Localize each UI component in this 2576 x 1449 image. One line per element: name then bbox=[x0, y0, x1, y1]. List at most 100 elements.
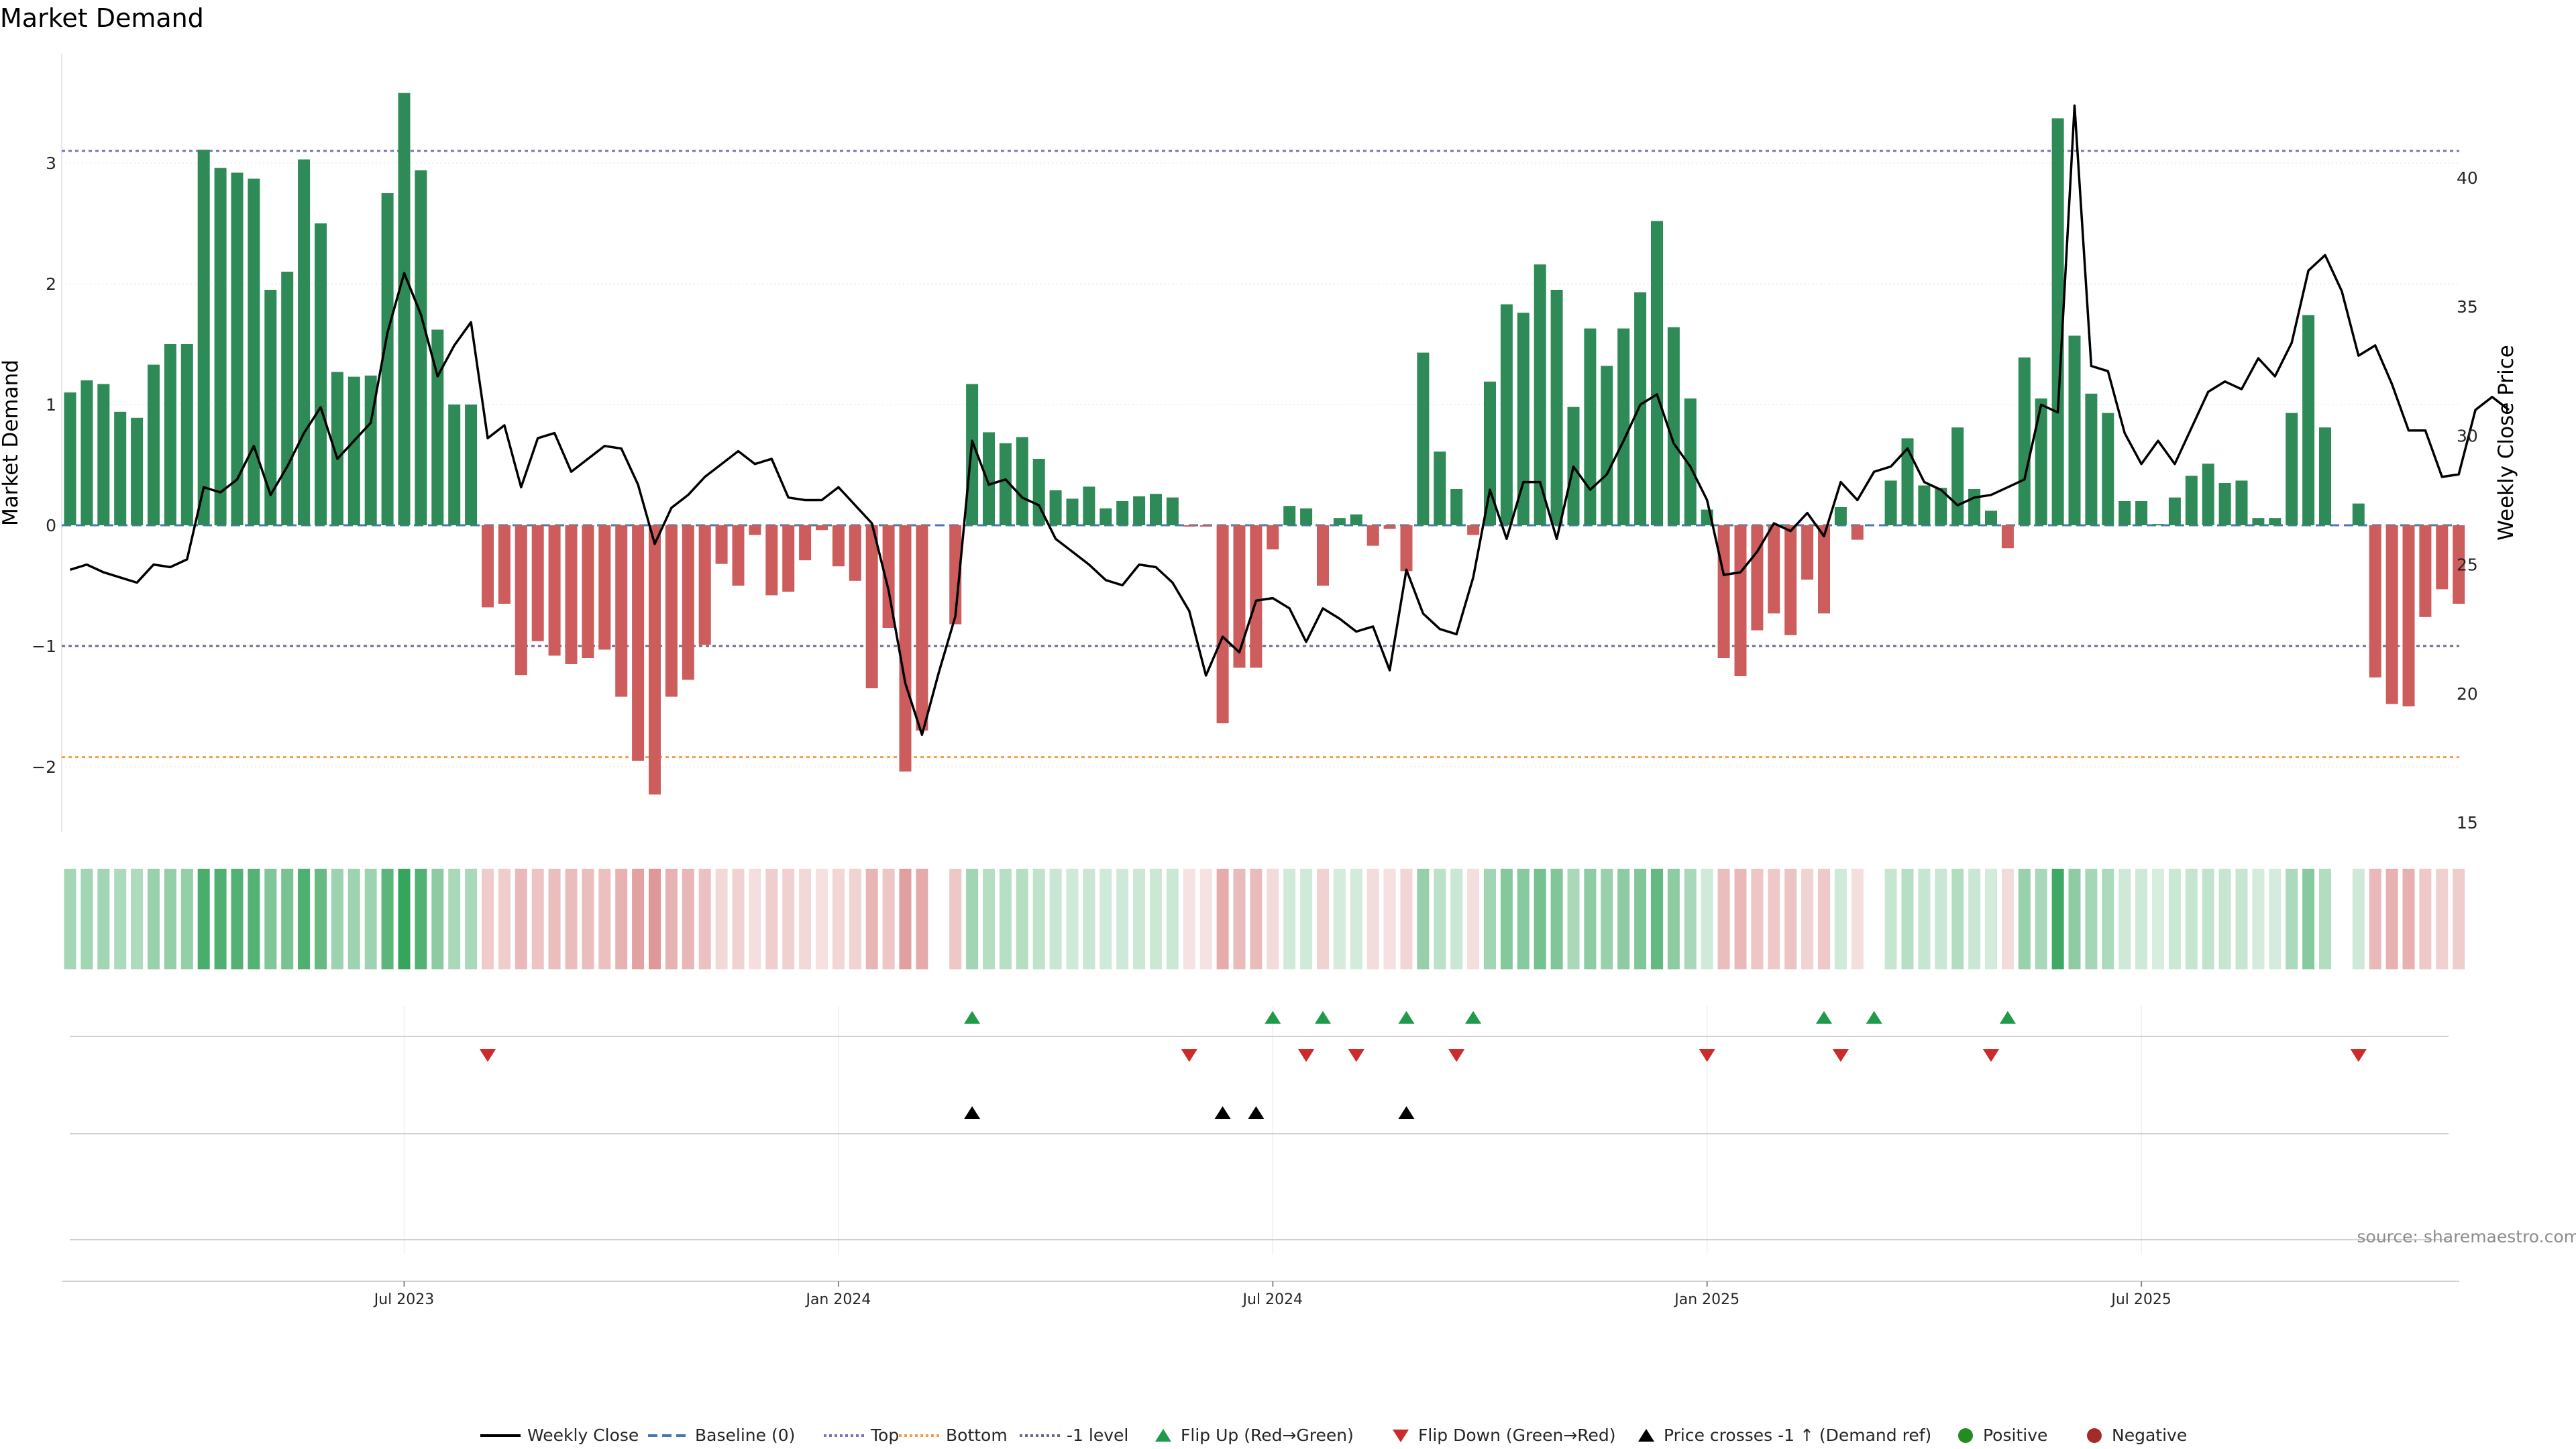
demand-bar bbox=[1066, 498, 1079, 525]
legend-label: Negative bbox=[2112, 1426, 2187, 1445]
demand-bar bbox=[1333, 518, 1346, 525]
heat-cell bbox=[515, 869, 527, 969]
flip-down-marker bbox=[1298, 1049, 1315, 1062]
heat-cell bbox=[1350, 869, 1362, 969]
demand-bar bbox=[1400, 525, 1413, 572]
flip-up-marker bbox=[1999, 1011, 2016, 1024]
heat-cell bbox=[548, 869, 561, 969]
demand-bar bbox=[2218, 483, 2231, 525]
demand-bar bbox=[2352, 503, 2365, 525]
heat-cell bbox=[1884, 869, 1897, 969]
heat-cell bbox=[849, 869, 861, 969]
demand-bars bbox=[64, 93, 2465, 795]
demand-bar bbox=[765, 525, 778, 596]
price-cross-marker bbox=[1248, 1106, 1265, 1119]
demand-bar bbox=[398, 93, 411, 526]
demand-bar bbox=[431, 329, 444, 525]
heat-cell bbox=[2436, 869, 2449, 969]
demand-bar bbox=[1884, 480, 1897, 525]
demand-bar bbox=[2118, 501, 2131, 525]
heat-cell bbox=[1901, 869, 1914, 969]
demand-bar bbox=[331, 372, 343, 525]
demand-bar bbox=[2168, 497, 2181, 525]
demand-bar bbox=[1233, 525, 1246, 668]
flip-down-marker bbox=[2350, 1049, 2367, 1062]
heat-cell bbox=[1333, 869, 1346, 969]
heat-cell bbox=[1734, 869, 1747, 969]
flip-down-marker bbox=[1348, 1049, 1364, 1062]
demand-bar bbox=[2135, 501, 2148, 525]
heat-cell bbox=[2152, 869, 2164, 969]
demand-bar bbox=[2235, 480, 2248, 525]
demand-bar bbox=[1717, 525, 1730, 658]
legend-label: Flip Up (Red→Green) bbox=[1181, 1426, 1354, 1445]
event-vertical-gridlines bbox=[403, 1006, 2142, 1254]
legend: Weekly Close Baseline (0) Top Bottom -1 leve… bbox=[480, 1426, 2187, 1445]
heat-cell bbox=[2068, 869, 2081, 969]
heat-cell bbox=[916, 869, 928, 969]
demand-bar bbox=[2385, 525, 2398, 704]
demand-bar bbox=[698, 525, 711, 645]
heat-cell bbox=[799, 869, 812, 969]
heat-cell bbox=[1985, 869, 1997, 969]
flip-down-marker bbox=[1181, 1049, 1197, 1062]
heat-cell bbox=[2286, 869, 2298, 969]
heat-cell bbox=[2001, 869, 2014, 969]
heat-cell bbox=[1250, 869, 1263, 969]
heat-cell bbox=[749, 869, 761, 969]
demand-bar bbox=[2402, 525, 2415, 706]
demand-bar bbox=[1150, 494, 1162, 525]
demand-bar bbox=[415, 170, 427, 526]
demand-bar bbox=[1267, 525, 1279, 549]
demand-bar bbox=[1851, 525, 1864, 540]
demand-bar bbox=[1016, 437, 1028, 525]
heat-cell bbox=[1099, 869, 1112, 969]
x-tick-labels: Jul 2023 Jan 2024 Jul 2024 Jan 2025 Jul 2025 bbox=[373, 1281, 2171, 1308]
heat-cell bbox=[2218, 869, 2231, 969]
heat-cell bbox=[364, 869, 377, 969]
demand-bar bbox=[1818, 525, 1830, 614]
heat-cell bbox=[97, 869, 110, 969]
heat-cell bbox=[1534, 869, 1546, 969]
y-tick-label: 3 bbox=[46, 154, 56, 173]
heat-cell bbox=[2235, 869, 2248, 969]
demand-bar bbox=[983, 432, 995, 525]
heat-cell bbox=[2202, 869, 2214, 969]
heat-cell bbox=[2369, 869, 2381, 969]
demand-bar bbox=[214, 168, 227, 525]
heat-cell bbox=[615, 869, 628, 969]
demand-bar bbox=[482, 525, 494, 608]
heat-cell bbox=[1150, 869, 1162, 969]
heat-cell bbox=[1968, 869, 1981, 969]
heat-cell bbox=[347, 869, 360, 969]
heat-cell bbox=[2385, 869, 2398, 969]
demand-bar bbox=[1450, 489, 1463, 525]
y2-tick-label: 30 bbox=[2457, 426, 2478, 445]
y2-tick-label: 35 bbox=[2457, 297, 2478, 317]
legend-swatch bbox=[2087, 1428, 2102, 1443]
heat-cell bbox=[2051, 869, 2064, 969]
demand-bar bbox=[448, 405, 461, 525]
demand-bar bbox=[865, 525, 878, 688]
demand-bar bbox=[2319, 427, 2331, 525]
heat-cell bbox=[1066, 869, 1079, 969]
heat-cell bbox=[1567, 869, 1580, 969]
demand-bar bbox=[2051, 118, 2064, 525]
demand-bar bbox=[1951, 427, 1964, 525]
heat-cell bbox=[381, 869, 394, 969]
demand-bar bbox=[1734, 525, 1747, 676]
legend-item-flip_up: Flip Up (Red→Green) bbox=[1155, 1426, 1354, 1445]
x-tick-label: Jul 2023 bbox=[373, 1291, 435, 1308]
y-axis-label: Market Demand bbox=[0, 360, 23, 526]
heat-cell bbox=[1751, 869, 1764, 969]
demand-bar bbox=[1199, 525, 1212, 527]
demand-bar bbox=[164, 344, 176, 525]
demand-bar bbox=[1801, 525, 1814, 580]
demand-bar bbox=[1634, 292, 1647, 525]
demand-bar bbox=[2152, 524, 2164, 526]
demand-bar bbox=[2018, 357, 2031, 525]
heat-cell bbox=[448, 869, 461, 969]
heat-cell bbox=[64, 869, 76, 969]
demand-bar bbox=[2185, 476, 2198, 525]
